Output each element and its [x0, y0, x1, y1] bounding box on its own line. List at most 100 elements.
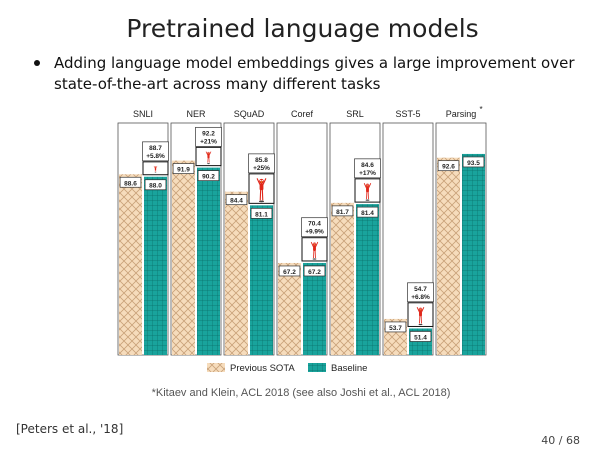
elmo-figure-sst-5-eye-left — [419, 308, 421, 310]
category-label-parsing: Parsing — [446, 109, 477, 119]
elmo-figure-sst-5-eye-right — [420, 308, 422, 310]
elmo-box-ner — [195, 146, 222, 167]
category-label-snli: SNLI — [133, 109, 153, 119]
label-baseline-squad-box — [250, 207, 273, 219]
bullet-item: Adding language model embeddings gives a… — [34, 53, 579, 95]
slide-title: Pretrained language models — [126, 14, 479, 43]
label-baseline-ner-box — [197, 170, 220, 181]
elmo-figure-coref-arm-left — [310, 241, 314, 247]
bar-baseline-squad — [250, 205, 273, 355]
elmo-gain-coref: +9.9% — [305, 229, 324, 236]
elmo-box-sst-5 — [407, 302, 434, 327]
bullet-text: Adding language model embeddings gives a… — [54, 54, 575, 93]
elmo-figure-snli-base — [154, 172, 157, 174]
elmo-label-box-ner — [195, 126, 222, 147]
elmo-label-box-snli — [142, 141, 169, 162]
elmo-value-srl: 84.6 — [361, 162, 374, 169]
label-baseline-squad: 81.1 — [255, 211, 268, 218]
elmo-figure-srl-eye-right — [367, 184, 369, 186]
category-label-sst-5: SST-5 — [395, 109, 420, 119]
elmo-figure-coref-nose — [313, 244, 316, 246]
bar-previous-sota-ner — [172, 160, 195, 355]
elmo-box-coref — [301, 237, 328, 262]
elmo-figure-sst-5-body — [419, 311, 422, 317]
elmo-figure-ner-arm-right — [209, 151, 212, 156]
label-previous-sota-coref: 67.2 — [283, 269, 296, 276]
elmo-figure-sst-5-base — [418, 323, 423, 326]
label-baseline-parsing: 93.5 — [467, 160, 480, 167]
elmo-figure-sst-5 — [416, 307, 425, 326]
elmo-figure-squad-nose — [260, 181, 263, 183]
label-baseline-parsing-box — [462, 156, 485, 168]
elmo-figure-snli — [153, 165, 158, 174]
results-chart: SNLI 88.6 88.0 88.7+5.8% NER 91.9 90.2 92.2+21%… — [117, 105, 487, 399]
label-previous-sota-parsing-box — [437, 160, 460, 172]
elmo-figure-ner-eye-left — [207, 152, 209, 154]
bar-baseline-snli — [144, 176, 167, 355]
legend-label-baseline: Baseline — [331, 363, 367, 374]
bar-previous-sota-squad — [225, 191, 248, 355]
elmo-gain-squad: +25% — [253, 165, 270, 172]
elmo-gain-sst-5: +6.8% — [411, 294, 430, 301]
elmo-value-coref: 70.4 — [308, 221, 321, 228]
elmo-box-srl — [354, 178, 381, 203]
bullet-dot-icon — [34, 60, 40, 66]
label-previous-sota-srl-box — [331, 205, 354, 217]
elmo-figure-ner-eye-right — [208, 152, 210, 154]
bar-baseline-coref — [303, 262, 326, 355]
elmo-figure-ner — [205, 151, 212, 165]
legend-swatch-previous-sota — [207, 363, 225, 372]
elmo-gain-srl: +17% — [359, 170, 376, 177]
elmo-results-figure: SNLI 88.6 88.0 88.7 +5.8% NER 91.9 90.2 92.2 +21%… — [112, 105, 490, 408]
legend-swatch-baseline — [308, 363, 326, 372]
label-baseline-ner: 90.2 — [202, 174, 215, 181]
label-previous-sota-snli-box — [119, 176, 142, 188]
elmo-value-sst-5: 54.7 — [414, 286, 427, 293]
elmo-figure-squad — [256, 178, 267, 203]
elmo-figure-squad-arm-right — [262, 178, 267, 185]
elmo-figure-snli-arm-right — [155, 165, 158, 169]
elmo-value-ner: 92.2 — [202, 130, 215, 137]
elmo-figure-sst-5-nose — [419, 309, 422, 311]
elmo-figure-coref — [310, 241, 319, 260]
label-baseline-snli-box — [144, 179, 167, 191]
category-label-squad: SQuAD — [234, 109, 265, 119]
elmo-label-box-coref — [301, 217, 328, 238]
elmo-value-squad: 85.8 — [255, 157, 268, 164]
elmo-figure-squad-base — [258, 200, 265, 203]
elmo-figure-squad-eye-right — [261, 180, 263, 182]
elmo-label-box-srl — [354, 158, 381, 179]
elmo-figure-coref-arm-right — [315, 241, 319, 247]
elmo-figure-srl-body — [366, 187, 369, 193]
label-baseline-srl-box — [356, 206, 379, 218]
label-previous-sota-coref-box — [278, 265, 301, 277]
label-previous-sota-squad: 84.4 — [230, 198, 243, 205]
footnote-marker: * — [479, 105, 482, 114]
elmo-figure-ner-base — [207, 163, 210, 165]
label-previous-sota-parsing: 92.6 — [442, 164, 455, 171]
label-previous-sota-sst-5: 53.7 — [389, 325, 402, 332]
label-previous-sota-squad-box — [225, 194, 248, 206]
elmo-gain-snli: +5.8% — [146, 153, 165, 160]
bar-baseline-ner — [197, 167, 220, 355]
label-previous-sota-srl: 81.7 — [336, 209, 349, 216]
elmo-figure-squad-body — [259, 183, 264, 191]
bar-baseline-srl — [356, 204, 379, 355]
category-label-coref: Coref — [291, 109, 314, 119]
elmo-figure-ner-arm-left — [205, 151, 208, 156]
bar-baseline-parsing — [462, 153, 485, 355]
legend-label-previous-sota: Previous SOTA — [230, 363, 295, 374]
elmo-figure-srl-nose — [366, 185, 369, 187]
elmo-value-snli: 88.7 — [149, 145, 162, 152]
label-previous-sota-sst-5-box — [384, 321, 407, 333]
elmo-figure-srl-arm-left — [363, 183, 367, 189]
elmo-figure-snli-body — [154, 167, 157, 171]
elmo-figure-squad-arm-left — [256, 178, 261, 185]
elmo-figure-coref-base — [312, 258, 317, 260]
label-baseline-coref-box — [303, 265, 326, 277]
label-previous-sota-ner-box — [172, 163, 195, 174]
label-baseline-snli: 88.0 — [149, 183, 162, 190]
elmo-gain-ner: +21% — [200, 138, 217, 145]
elmo-figure-srl-base — [365, 199, 370, 201]
elmo-figure-coref-eye-right — [314, 243, 316, 245]
